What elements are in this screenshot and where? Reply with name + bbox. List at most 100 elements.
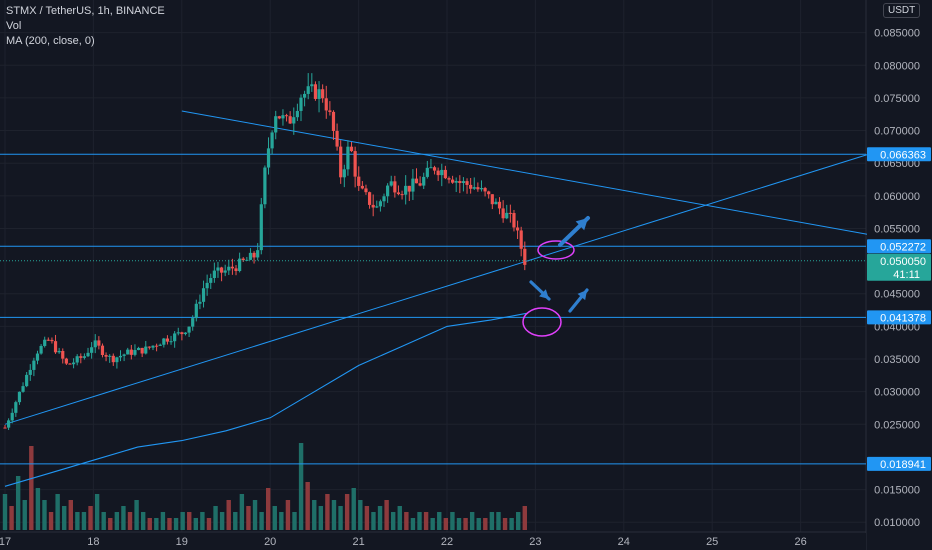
candle-body: [407, 185, 411, 192]
candle-body: [173, 333, 177, 342]
candle-body: [432, 167, 437, 171]
candle-body: [219, 267, 224, 273]
candle-body: [248, 252, 253, 260]
candle-body: [82, 356, 87, 358]
candle-body: [86, 352, 90, 357]
candle-body: [313, 84, 318, 99]
candle-body: [519, 230, 523, 249]
candle-body: [277, 116, 281, 119]
time-tick-label: 17: [0, 536, 11, 548]
volume-bar: [15, 476, 21, 530]
current-price-badge: [867, 253, 931, 281]
candle-body: [339, 146, 343, 178]
candle-body: [382, 196, 386, 202]
price-unit-badge[interactable]: USDT: [883, 3, 921, 18]
price-tick-label: 0.015000: [874, 485, 920, 497]
volume-bar: [108, 518, 113, 530]
candle-body: [443, 169, 447, 179]
candle-body: [122, 354, 126, 356]
candle-body: [364, 188, 368, 193]
trendline: [4, 152, 872, 425]
volume-bar: [377, 506, 383, 530]
candle-body: [151, 345, 155, 348]
candle-body: [469, 184, 473, 189]
time-axis-background: [0, 533, 866, 550]
candle-body: [93, 340, 97, 348]
candle-body: [28, 369, 32, 375]
volume-bar: [9, 506, 14, 530]
volume-bar: [338, 506, 343, 530]
level-price-badge: [867, 239, 931, 254]
candle-body: [50, 339, 54, 342]
candle-body: [263, 167, 267, 205]
volume-bar: [88, 506, 93, 530]
candle-body: [414, 178, 419, 184]
price-axis[interactable]: 0.0850000.0800000.0750000.0700000.065000…: [867, 0, 932, 550]
ma-label: MA (200, close, 0): [6, 35, 95, 47]
time-tick-label: 22: [441, 536, 453, 548]
volume-bar: [364, 506, 370, 530]
volume-bar: [456, 518, 462, 530]
volume-bar: [437, 512, 442, 530]
volume-bar: [312, 500, 317, 530]
candle-body: [183, 332, 188, 335]
volume-bar: [476, 518, 481, 530]
candle-body: [505, 212, 509, 219]
breakout-arrow-head: [575, 218, 588, 231]
volume-bar: [160, 512, 166, 530]
candle-body: [458, 181, 462, 184]
candle-body: [389, 181, 393, 186]
candle-body: [64, 358, 68, 364]
volume-bar: [450, 512, 455, 530]
candle-body: [115, 357, 119, 363]
candle-body: [57, 350, 61, 353]
candle-body: [429, 167, 433, 169]
candle-body: [523, 248, 527, 265]
candle-body: [118, 355, 123, 358]
candle-body: [169, 341, 173, 343]
candle-body: [68, 363, 72, 365]
price-tick-label: 0.035000: [874, 354, 920, 366]
candle-body: [35, 353, 40, 361]
volume-bar: [154, 518, 159, 530]
candle-body: [472, 187, 476, 189]
candle-body: [194, 303, 198, 319]
volume-bar: [239, 494, 245, 530]
volume-bar: [285, 500, 291, 530]
candle-body: [144, 346, 148, 354]
volume-bar: [140, 512, 146, 530]
candle-body: [321, 89, 325, 99]
dip-arrow-head: [539, 289, 549, 299]
candle-body: [418, 183, 422, 186]
candle-body: [270, 132, 274, 149]
volume-bar: [173, 518, 179, 530]
candle-body: [136, 347, 141, 351]
candle-body: [349, 146, 354, 152]
symbol-title: STMX / TetherUS, 1h, BINANCE: [6, 5, 165, 17]
candle-body: [411, 178, 415, 192]
volume-bar: [233, 512, 238, 530]
time-axis[interactable]: 17 18 19 20 21 22 23 24 25 26: [0, 533, 866, 550]
level-price-badge: [867, 310, 931, 325]
volume-bar: [193, 518, 199, 530]
candle-body: [303, 93, 307, 98]
price-tick-label: 0.070000: [874, 126, 920, 138]
volume-bar: [114, 512, 120, 530]
candle-body: [90, 347, 94, 353]
volume-bar: [167, 518, 172, 530]
candle-body: [7, 420, 11, 428]
candle-body: [328, 110, 332, 112]
trendline: [181, 110, 872, 236]
volume-bar: [272, 506, 277, 530]
volume-bar: [423, 512, 429, 530]
candle-body: [3, 427, 7, 429]
candle-body: [386, 185, 390, 197]
trendlines: [4, 110, 872, 425]
volume-bar: [404, 512, 409, 530]
price-tick-label: 0.080000: [874, 60, 920, 72]
candle-body: [396, 192, 401, 195]
candle-body: [17, 391, 22, 403]
volume-bar: [483, 518, 488, 530]
candle-body: [176, 332, 180, 334]
